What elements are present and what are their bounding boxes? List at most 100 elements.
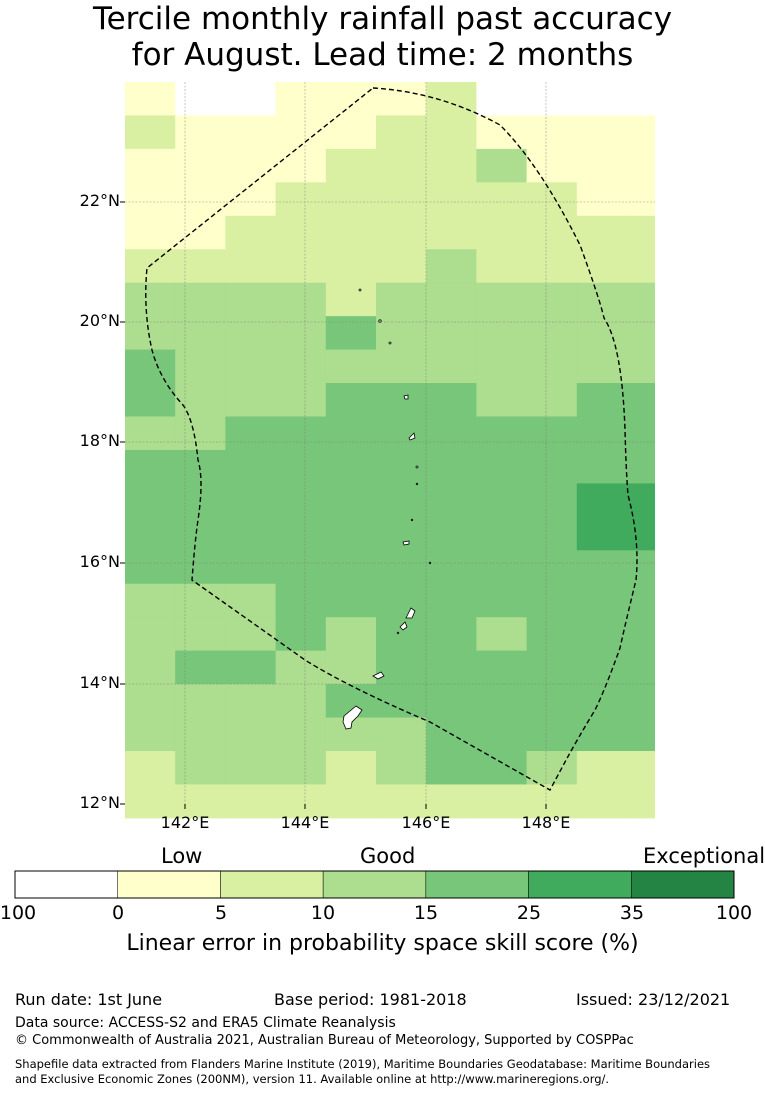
grid-cell (225, 483, 277, 518)
tinian-island (399, 621, 408, 631)
grid-cell (225, 449, 277, 484)
grid-cell (576, 383, 628, 417)
grid-cell (325, 416, 377, 451)
grid-cell (576, 684, 628, 719)
grid-cell (275, 215, 327, 250)
grid-cell (225, 751, 277, 785)
colorbar-segment (14, 870, 118, 899)
grid-cell (376, 148, 427, 183)
grid-cell (426, 550, 477, 585)
grid-cell (275, 483, 327, 518)
grid-cell (627, 483, 655, 518)
grid-cell (627, 115, 655, 150)
grid-cell (376, 182, 427, 217)
grid-cell (325, 215, 377, 250)
grid-cell (576, 784, 628, 819)
grid-cell (576, 82, 628, 116)
grid-cell (125, 82, 176, 116)
grid-cell (125, 784, 176, 819)
grid-cell (325, 182, 377, 217)
grid-cell (225, 383, 277, 417)
islet-4 (415, 465, 419, 469)
colorbar-segment (631, 870, 735, 899)
lat-label-16n: 16°N (79, 552, 120, 571)
chart-title-line-2: for August. Lead time: 2 months (131, 37, 634, 73)
grid-cell (225, 282, 277, 317)
grid-cell (526, 182, 578, 217)
grid-cell (325, 784, 377, 819)
lon-label-148e: 148°E (521, 813, 571, 832)
islet-5 (415, 482, 419, 486)
grid-cell (125, 115, 176, 150)
grid-cell (526, 82, 578, 116)
grid-cell (426, 449, 477, 484)
grid-cell (526, 784, 578, 819)
grid-cell (125, 383, 176, 417)
shapefile-credit-line-1: Shapefile data extracted from Flanders M… (15, 1057, 711, 1071)
grid-cell (526, 383, 578, 417)
grid-cell (576, 148, 628, 183)
grid-cell (476, 249, 528, 284)
grid-cell (426, 751, 477, 785)
grid-cell (325, 550, 377, 585)
grid-cell (175, 416, 226, 451)
grid-cell (526, 483, 578, 518)
grid-cell (576, 316, 628, 351)
grid-cell (175, 148, 226, 183)
islet-7 (428, 561, 432, 565)
grid-cell (325, 383, 377, 417)
grid-cell (376, 650, 427, 685)
grid-cell (275, 282, 327, 317)
grid-cell (376, 316, 427, 351)
grid-cell (627, 550, 655, 585)
grid-cell (225, 115, 277, 150)
category-exceptional: Exceptional (643, 844, 765, 868)
grid-cell (526, 215, 578, 250)
grid-cell (175, 249, 226, 284)
lon-label-144e: 144°E (280, 813, 330, 832)
grid-cell (526, 617, 578, 652)
grid-cell (426, 650, 477, 685)
grid-cell (225, 349, 277, 384)
grid-cell (376, 516, 427, 551)
grid-cell (627, 215, 655, 250)
grid-cell (526, 282, 578, 317)
data-source: Data source: ACCESS-S2 and ERA5 Climate … (15, 1015, 396, 1031)
grid-cell (476, 115, 528, 150)
skill-grid (125, 82, 655, 819)
grid-cell (376, 82, 427, 116)
grid-cell (225, 650, 277, 685)
grid-cell (325, 583, 377, 618)
grid-cell (225, 316, 277, 351)
agrihan-island (403, 394, 409, 400)
grid-cell (426, 583, 477, 618)
grid-cell (526, 416, 578, 451)
islet-2 (378, 319, 382, 323)
grid-cell (275, 148, 327, 183)
grid-cell (275, 349, 327, 384)
grid-cell (627, 516, 655, 551)
grid-cell (627, 282, 655, 317)
grid-cell (526, 650, 578, 685)
grid-cell (576, 583, 628, 618)
grid-cell (275, 416, 327, 451)
lat-label-14n: 14°N (79, 673, 120, 692)
grid-cell (175, 82, 226, 116)
grid-cell (125, 650, 176, 685)
grid-cell (426, 483, 477, 518)
grid-cell (476, 182, 528, 217)
grid-cell (627, 349, 655, 384)
grid-cell (376, 282, 427, 317)
grid-cell (426, 516, 477, 551)
grid-cell (275, 449, 327, 484)
issued-date: Issued: 23/12/2021 (576, 990, 731, 1009)
chart-title-line-1: Tercile monthly rainfall past accuracy (92, 1, 673, 37)
grid-cell (476, 717, 528, 752)
grid-cell (225, 148, 277, 183)
colorbar-segment (220, 870, 324, 899)
grid-cell (426, 282, 477, 317)
grid-cell (175, 282, 226, 317)
grid-cell (325, 650, 377, 685)
grid-cell (225, 215, 277, 250)
guam-island (342, 705, 363, 730)
